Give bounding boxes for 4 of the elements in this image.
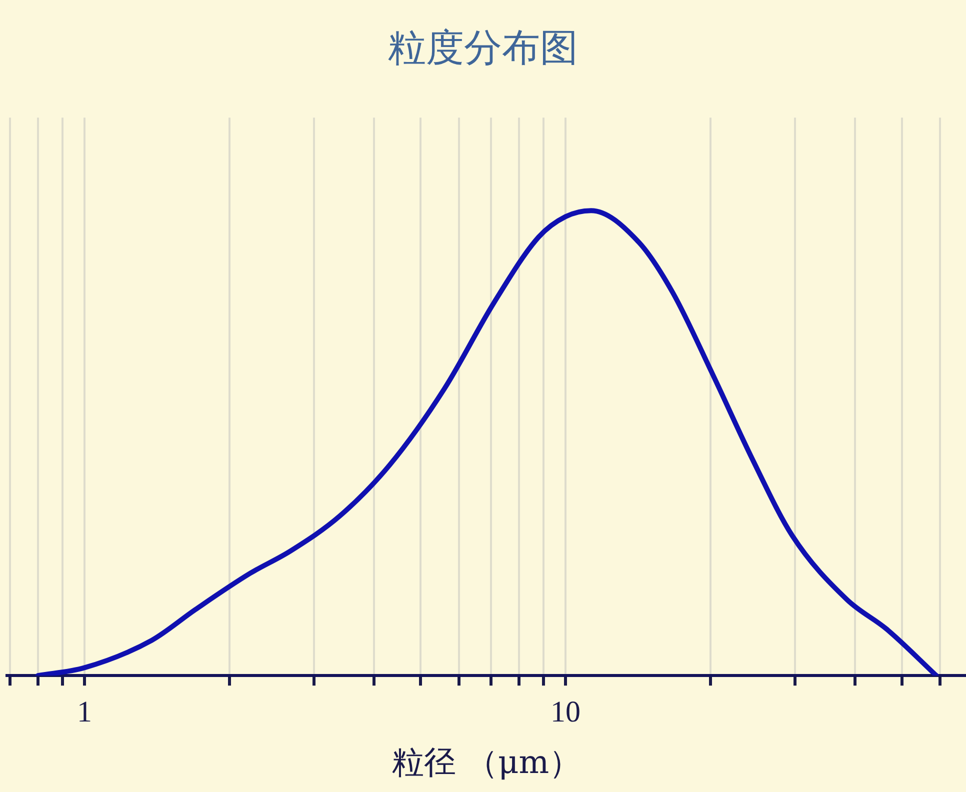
chart-title: 粒度分布图 <box>388 26 578 70</box>
x-axis-title: 粒径 （μm） <box>392 743 582 782</box>
x-tick-label: 10 <box>550 695 581 728</box>
x-tick-label: 1 <box>77 695 92 728</box>
